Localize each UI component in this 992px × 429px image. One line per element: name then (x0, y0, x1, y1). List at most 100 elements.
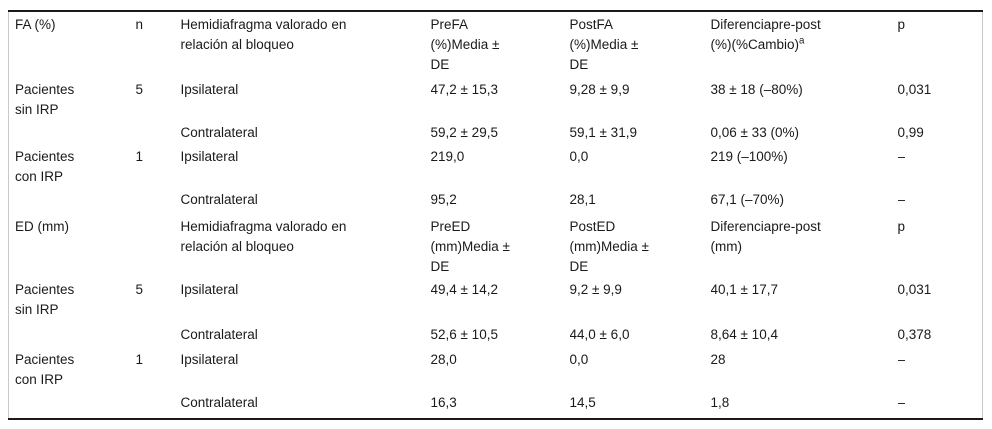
diff-value: 40,1 ± 17,7 (710, 282, 778, 297)
cell-group (9, 322, 136, 347)
cell-p: 0,031 (898, 277, 983, 322)
cell-hemi: Contralateral (181, 390, 431, 419)
post-value: 9,2 ± 9,9 (569, 282, 622, 297)
cell-diff: 38 ± 18 (–80%) (711, 77, 898, 120)
pre-value: 52,6 ± 10,5 (430, 327, 498, 342)
diff-header-text: Diferenciapre-post (mm) (710, 219, 821, 254)
cell-measure-label: ED (mm) (9, 214, 136, 277)
cell-n (136, 322, 181, 347)
cell-n-header: n (136, 11, 181, 77)
table-row: Pacientes sin IRP 5 Ipsilateral 49,4 ± 1… (9, 277, 983, 322)
cell-post: 28,1 (570, 187, 711, 214)
hemi-value: Contralateral (180, 192, 258, 207)
cell-p: 0,031 (898, 77, 983, 120)
diff-value: 8,64 ± 10,4 (710, 327, 778, 342)
cell-post-header: PostFA (%)Media ± DE (570, 11, 711, 77)
cell-group: Pacientes con IRP (9, 347, 136, 390)
post-value: 0,0 (569, 149, 589, 164)
n-header: n (135, 17, 144, 32)
cell-group (9, 390, 136, 419)
cell-hemi: Contralateral (181, 187, 431, 214)
cell-n: 1 (136, 144, 181, 187)
diff-value: 67,1 (–70%) (710, 192, 785, 207)
cell-hemi: Ipsilateral (181, 277, 431, 322)
table-row-fa-header: FA (%) n Hemidiafragma valorado en relac… (9, 11, 983, 77)
table-row: Contralateral 59,2 ± 29,5 59,1 ± 31,9 0,… (9, 120, 983, 144)
post-value: 0,0 (569, 352, 589, 367)
hemi-value: Contralateral (180, 395, 258, 410)
post-header: PostED (mm)Media ± DE (569, 219, 649, 274)
cell-pre: 28,0 (431, 347, 570, 390)
diff-value: 219 (–100%) (710, 149, 788, 164)
cell-measure-label: FA (%) (9, 11, 136, 77)
table-row: Pacientes con IRP 1 Ipsilateral 28,0 0,0… (9, 347, 983, 390)
cell-post: 9,28 ± 9,9 (570, 77, 711, 120)
table-row: Contralateral 16,3 14,5 1,8 – (9, 390, 983, 419)
cell-group: Pacientes con IRP (9, 144, 136, 187)
pre-value: 47,2 ± 15,3 (430, 82, 498, 97)
group-label: Pacientes sin IRP (15, 82, 75, 117)
cell-n: 1 (136, 347, 181, 390)
p-value: 0,378 (897, 327, 932, 342)
post-value: 59,1 ± 31,9 (569, 125, 637, 140)
cell-diff: 67,1 (–70%) (711, 187, 898, 214)
cell-n: 5 (136, 77, 181, 120)
hemidiaphragm-header: Hemidiafragma valorado en relación al bl… (180, 17, 347, 52)
cell-p-header: p (898, 11, 983, 77)
hemidiaphragm-header: Hemidiafragma valorado en relación al bl… (180, 219, 347, 254)
p-value: – (897, 149, 906, 164)
cell-p: 0,378 (898, 322, 983, 347)
pre-value: 95,2 (430, 192, 457, 207)
diff-header: Diferenciapre-post (mm) (711, 217, 843, 257)
cell-n (136, 187, 181, 214)
cell-pre: 16,3 (431, 390, 570, 419)
measure-label: FA (%) (15, 17, 56, 32)
hemi-value: Contralateral (180, 125, 258, 140)
cell-p: – (898, 187, 983, 214)
cell-pre-header: PreED (mm)Media ± DE (431, 214, 570, 277)
cell-p: – (898, 347, 983, 390)
cell-diff: 28 (711, 347, 898, 390)
pre-header: PreFA (%)Media ± DE (430, 17, 500, 72)
cell-post: 44,0 ± 6,0 (570, 322, 711, 347)
cell-diff: 0,06 ± 33 (0%) (711, 120, 898, 144)
cell-n (136, 390, 181, 419)
post-value: 14,5 (569, 395, 596, 410)
p-value: – (897, 395, 906, 410)
hemi-value: Ipsilateral (180, 352, 239, 367)
p-header: p (897, 17, 906, 32)
table-row: Contralateral 95,2 28,1 67,1 (–70%) – (9, 187, 983, 214)
cell-hemi: Ipsilateral (181, 144, 431, 187)
cell-hemidiaphragm-header: Hemidiafragma valorado en relación al bl… (181, 11, 431, 77)
post-value: 9,28 ± 9,9 (569, 82, 630, 97)
cell-post: 59,1 ± 31,9 (570, 120, 711, 144)
post-value: 28,1 (569, 192, 596, 207)
table-row: Contralateral 52,6 ± 10,5 44,0 ± 6,0 8,6… (9, 322, 983, 347)
cell-diff: 8,64 ± 10,4 (711, 322, 898, 347)
cell-post-header: PostED (mm)Media ± DE (570, 214, 711, 277)
table-row-ed-header: ED (mm) Hemidiafragma valorado en relaci… (9, 214, 983, 277)
diff-value: 0,06 ± 33 (0%) (710, 125, 799, 140)
cell-diff-header: Diferenciapre-post (%)(%Cambio)a (711, 11, 898, 77)
cell-pre: 47,2 ± 15,3 (431, 77, 570, 120)
cell-diff-header: Diferenciapre-post (mm) (711, 214, 898, 277)
cell-pre: 59,2 ± 29,5 (431, 120, 570, 144)
cell-pre: 49,4 ± 14,2 (431, 277, 570, 322)
group-label: Pacientes con IRP (15, 149, 75, 184)
hemi-value: Contralateral (180, 327, 258, 342)
diff-value: 28 (710, 352, 726, 367)
cell-diff: 40,1 ± 17,7 (711, 277, 898, 322)
post-value: 44,0 ± 6,0 (569, 327, 630, 342)
n-value: 5 (135, 82, 144, 97)
p-value: 0,031 (897, 82, 932, 97)
p-value: – (897, 192, 906, 207)
measure-label: ED (mm) (15, 219, 69, 234)
table-row: Pacientes sin IRP 5 Ipsilateral 47,2 ± 1… (9, 77, 983, 120)
p-value: – (897, 352, 906, 367)
cell-n-header (136, 214, 181, 277)
n-value: 1 (135, 352, 144, 367)
cell-hemi: Contralateral (181, 322, 431, 347)
diff-value: 38 ± 18 (–80%) (710, 82, 803, 97)
cell-pre-header: PreFA (%)Media ± DE (431, 11, 570, 77)
